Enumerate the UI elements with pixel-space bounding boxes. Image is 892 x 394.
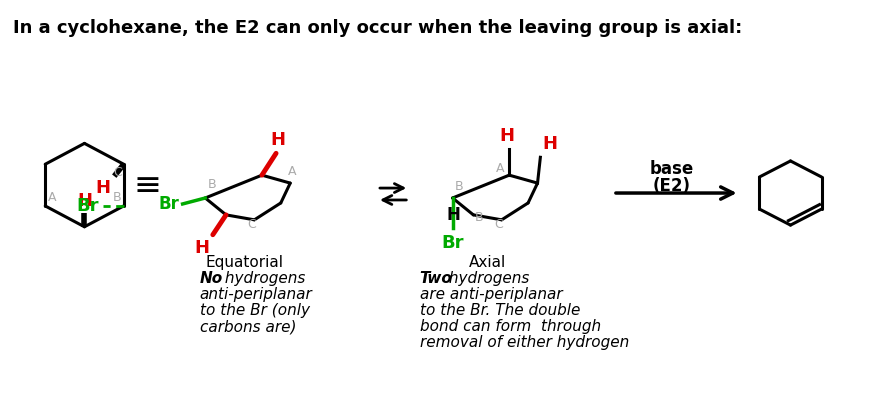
Text: ≡: ≡ <box>134 169 161 202</box>
Text: B: B <box>475 211 483 224</box>
Text: C: C <box>113 166 122 179</box>
Text: Br: Br <box>159 195 180 213</box>
Text: A: A <box>48 191 56 204</box>
Text: H: H <box>270 131 285 149</box>
Text: H: H <box>95 179 111 197</box>
Text: are anti-periplanar: are anti-periplanar <box>419 287 562 302</box>
Text: to the Br (only: to the Br (only <box>200 303 310 318</box>
Text: carbons are): carbons are) <box>200 319 296 334</box>
Text: No: No <box>200 271 223 286</box>
Text: H: H <box>542 135 558 153</box>
Text: B: B <box>113 191 122 204</box>
Text: Br: Br <box>77 197 99 215</box>
Text: hydrogens: hydrogens <box>220 271 306 286</box>
Text: A: A <box>288 165 297 178</box>
Text: Br: Br <box>442 234 464 252</box>
Text: hydrogens: hydrogens <box>444 271 530 286</box>
Text: removal of either hydrogen: removal of either hydrogen <box>419 335 629 350</box>
Text: Equatorial: Equatorial <box>206 255 284 269</box>
Text: Axial: Axial <box>469 255 506 269</box>
Text: bond can form  through: bond can form through <box>419 319 600 334</box>
Text: C: C <box>247 218 255 231</box>
Text: H: H <box>194 239 209 257</box>
Text: H: H <box>77 192 92 210</box>
Text: anti-periplanar: anti-periplanar <box>200 287 312 302</box>
Text: B: B <box>208 178 217 191</box>
Text: to the Br. The double: to the Br. The double <box>419 303 580 318</box>
Text: Two: Two <box>419 271 452 286</box>
Text: H: H <box>500 127 515 145</box>
Text: (E2): (E2) <box>653 177 690 195</box>
Text: base: base <box>649 160 694 178</box>
Text: In a cyclohexane, the E2 can only occur when the leaving group is axial:: In a cyclohexane, the E2 can only occur … <box>12 19 742 37</box>
Text: B: B <box>454 180 463 193</box>
Text: C: C <box>494 218 503 231</box>
Text: A: A <box>496 162 505 175</box>
Text: H: H <box>446 206 460 224</box>
